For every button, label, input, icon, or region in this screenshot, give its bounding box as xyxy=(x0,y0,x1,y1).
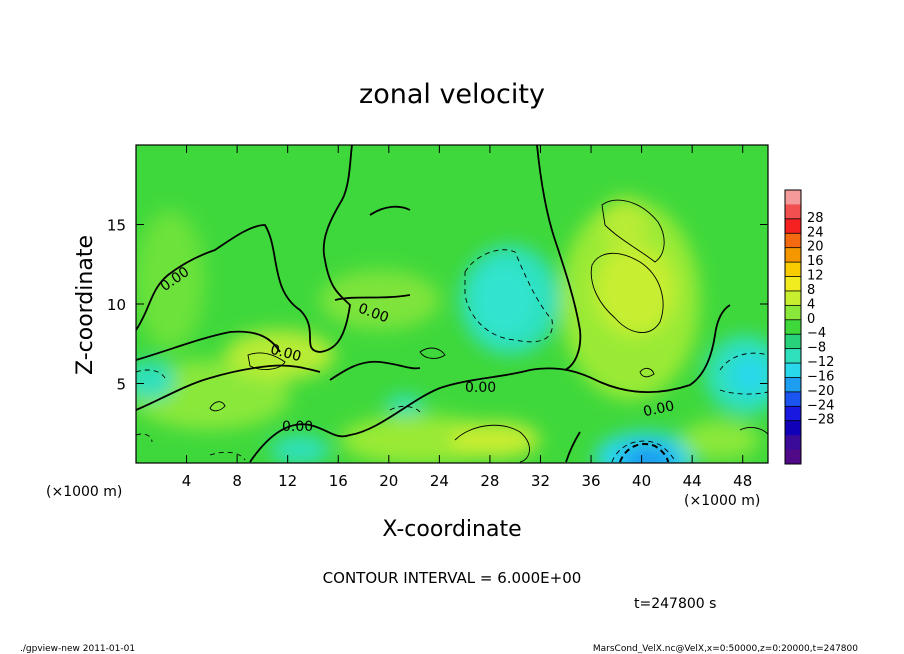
colorbar-swatch xyxy=(785,305,801,321)
x-tick-label: 32 xyxy=(531,472,550,490)
x-tick-label: 40 xyxy=(632,472,651,490)
colorbar-label: 28 xyxy=(807,211,824,226)
colorbar-frame xyxy=(784,189,802,465)
colorbar-label: −4 xyxy=(807,326,826,341)
negative-contour-strong xyxy=(619,443,669,463)
x-unit-left: (×1000 m) xyxy=(46,484,122,500)
colorbar-label: −16 xyxy=(807,369,834,384)
colorbar-swatch xyxy=(785,276,801,292)
x-axis-label: X-coordinate xyxy=(382,517,521,542)
colorbar-label: 8 xyxy=(807,283,815,298)
contour-label: 0.00 xyxy=(465,380,496,396)
y-tick-label: 5 xyxy=(116,376,126,394)
contour-label: 0.00 xyxy=(642,398,676,420)
contour-interval: CONTOUR INTERVAL = 6.000E+00 xyxy=(323,569,582,587)
x-tick-label: 8 xyxy=(232,472,242,490)
x-tick-label: 4 xyxy=(182,472,192,490)
colorbar-label: −8 xyxy=(807,341,826,356)
negative-contours xyxy=(136,249,768,463)
colorbar-label: 20 xyxy=(807,240,824,255)
y-tick-label: 15 xyxy=(107,217,126,235)
x-tick-label: 28 xyxy=(480,472,499,490)
x-tick-label: 36 xyxy=(581,472,600,490)
y-axis: 5 10 15 xyxy=(107,217,768,394)
x-tick-label: 44 xyxy=(683,472,702,490)
colorbar-swatch xyxy=(785,435,801,451)
colorbar-swatch xyxy=(785,262,801,278)
colorbar-label: 12 xyxy=(807,269,824,284)
colorbar-label: −12 xyxy=(807,355,834,370)
colorbar-swatch xyxy=(785,204,801,220)
colorbar-swatch xyxy=(785,290,801,306)
colorbar-label: −20 xyxy=(807,384,834,399)
colorbar-label: −28 xyxy=(807,413,834,428)
positive-contours xyxy=(209,199,768,463)
x-tick-label: 20 xyxy=(379,472,398,490)
chart-title: zonal velocity xyxy=(359,79,545,110)
colorbar-swatch xyxy=(785,363,801,378)
colorbar-swatch xyxy=(785,377,801,393)
zero-contours xyxy=(136,145,731,463)
x-tick-label: 16 xyxy=(329,472,348,490)
heatmap-field xyxy=(136,145,768,463)
footer-right: MarsCond_VelX.nc@VelX,x=0:50000,z=0:2000… xyxy=(593,644,858,654)
colorbar-swatch xyxy=(785,348,801,364)
x-axis: 4 8 12 16 20 24 28 32 36 40 44 48 xyxy=(182,145,752,490)
colorbar-swatch xyxy=(785,218,801,234)
colorbar-swatch xyxy=(785,247,801,263)
y-axis-label: Z-coordinate xyxy=(73,235,98,375)
colorbar-swatch xyxy=(785,449,801,465)
time-label: t=247800 s xyxy=(634,596,716,612)
x-tick-label: 48 xyxy=(733,472,752,490)
colorbar-swatch xyxy=(785,334,801,350)
colorbar-label: 24 xyxy=(807,225,824,240)
colorbar-label: 4 xyxy=(807,297,815,312)
x-tick-label: 24 xyxy=(430,472,449,490)
colorbar-swatch xyxy=(785,391,801,407)
contour-label: 0.00 xyxy=(269,342,303,366)
y-tick-label: 10 xyxy=(107,296,126,314)
colorbar-swatch xyxy=(785,319,801,335)
colorbar-label: −24 xyxy=(807,398,834,413)
colorbar-label: 16 xyxy=(807,254,824,269)
x-tick-label: 12 xyxy=(278,472,297,490)
colorbar-swatch xyxy=(785,420,801,436)
x-unit-right: (×1000 m) xyxy=(684,493,760,509)
footer-left: ./gpview-new 2011-01-01 xyxy=(20,644,135,654)
colorbar-swatch xyxy=(785,406,801,422)
colorbar-label: 0 xyxy=(807,312,815,327)
colorbar-swatch xyxy=(785,190,801,205)
colorbar-swatch xyxy=(785,233,801,249)
contour-label: 0.00 xyxy=(282,419,313,435)
